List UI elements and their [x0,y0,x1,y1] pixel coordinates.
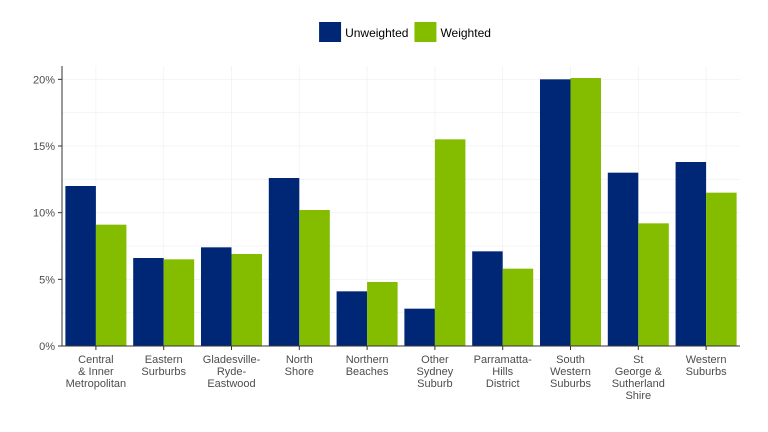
bar-weighted-4 [367,282,398,346]
x-tick-label: St George & Sutherland Shire [612,354,665,402]
x-tick-label: Western Suburbs [686,354,727,378]
x-tick-label: Central & Inner Metropolitan [66,354,127,390]
x-tick-label: Eastern Surburbs [141,354,186,378]
x-tick-label: Other Sydney Suburb [417,354,454,390]
bar-weighted-9 [706,192,737,346]
bar-weighted-8 [638,223,669,346]
bar-unweighted-4 [336,291,368,346]
x-tick-label: Parramatta-Hills District [474,354,532,390]
bar-unweighted-1 [133,258,164,346]
bar-unweighted-6 [472,251,503,346]
bar-weighted-3 [299,210,330,346]
bar-unweighted-2 [200,247,232,346]
legend-key-unweighted [319,22,342,42]
labels-layer: 0% 5% 10% 15% 20% Central & Inner Metropolitan E… [33,74,727,402]
bar-unweighted-7 [539,79,571,346]
legend-key-weighted [414,22,437,42]
bar-unweighted-5 [404,308,435,346]
legend: Unweighted Weighted [319,22,491,42]
bar-unweighted-9 [675,162,707,346]
y-tick-label: 5% [39,274,55,286]
bars-layer [65,78,737,346]
legend-label-unweighted: Unweighted [345,26,408,40]
y-tick-label: 0% [39,341,55,353]
bar-unweighted-0 [65,186,96,346]
bar-weighted-6 [502,268,534,346]
axes-layer [58,66,740,350]
bar-weighted-2 [231,254,263,346]
y-tick-label: 10% [33,208,55,220]
legend-label-weighted: Weighted [440,26,490,40]
x-tick-label: South Western Suburbs [550,354,591,390]
y-tick-label: 15% [33,141,55,153]
x-tick-label: Northern Beaches [346,354,389,378]
bar-unweighted-3 [268,178,300,346]
y-tick-label: 20% [33,74,55,86]
bar-weighted-1 [163,259,195,346]
bar-unweighted-8 [607,172,639,346]
bar-weighted-7 [570,78,602,346]
bar-weighted-0 [95,224,127,346]
x-tick-label: North Shore [285,354,314,378]
bar-weighted-5 [434,139,466,346]
x-tick-label: Gladesville-Ryde-Eastwood [203,354,261,390]
